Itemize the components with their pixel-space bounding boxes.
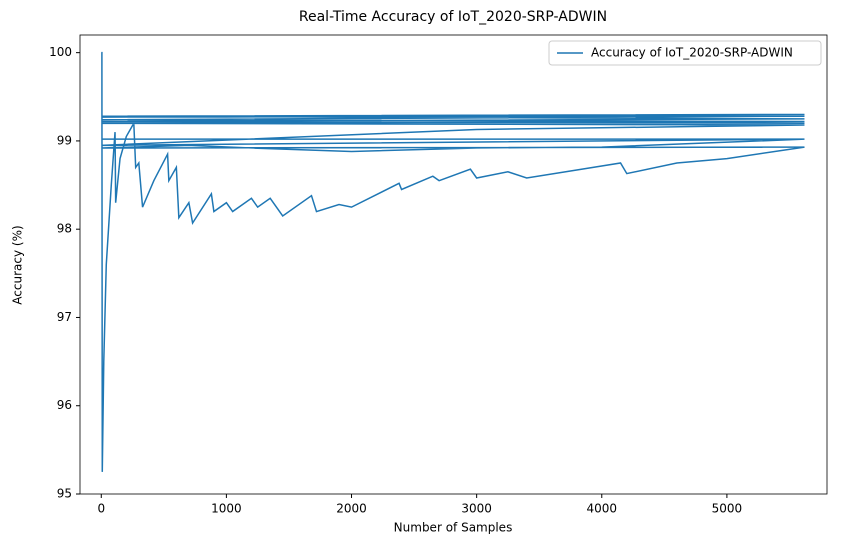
y-tick-label: 96 <box>57 398 72 412</box>
x-tick-label: 5000 <box>712 502 743 516</box>
legend-box <box>548 40 822 66</box>
y-tick-label: 95 <box>57 487 72 501</box>
x-axis-label: Number of Samples <box>394 521 513 535</box>
y-tick-label: 97 <box>57 310 72 324</box>
y-tick-label: 99 <box>57 133 72 147</box>
chart-title: Real-Time Accuracy of IoT_2020-SRP-ADWIN <box>299 9 607 25</box>
x-tick-label: 1000 <box>211 502 242 516</box>
x-tick-label: 0 <box>97 502 105 516</box>
plot-frame <box>79 34 828 495</box>
data-line <box>101 51 805 472</box>
x-tick-label: 2000 <box>336 502 367 516</box>
y-tick-label: 100 <box>49 45 72 59</box>
x-tick-label: 3000 <box>461 502 492 516</box>
y-axis-label: Accuracy (%) <box>11 225 25 304</box>
y-tick-label: 98 <box>57 222 72 236</box>
x-tick-label: 4000 <box>587 502 618 516</box>
legend-label: Accuracy of IoT_2020-SRP-ADWIN <box>591 46 793 60</box>
